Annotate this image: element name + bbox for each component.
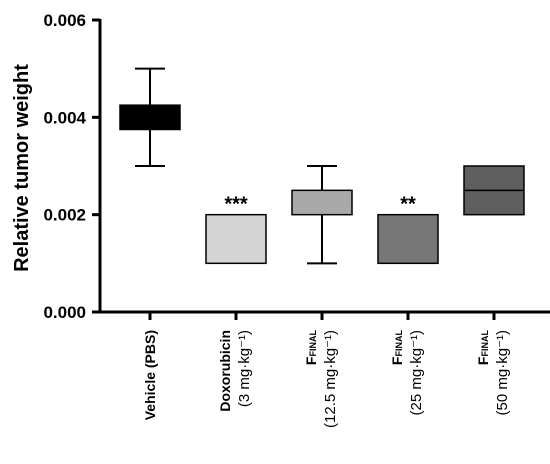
y-axis: 0.000 0.002 0.004 0.006 xyxy=(43,11,102,322)
y-tick-label: 0.004 xyxy=(43,108,86,127)
category-name: FFINAL xyxy=(475,330,491,366)
y-tick-label: 0.006 xyxy=(43,11,86,30)
box-plots: *** ** xyxy=(119,67,525,265)
box-plot xyxy=(291,165,353,265)
significance-marker: ** xyxy=(400,194,416,216)
iqr-box xyxy=(377,213,439,265)
iqr-box xyxy=(205,213,267,265)
category-name: Doxorubicin xyxy=(217,330,233,412)
category-dose: (3 mg·kg⁻¹) xyxy=(236,330,253,407)
category-name: FFINAL xyxy=(303,330,319,366)
category-subscript: FINAL xyxy=(308,330,318,357)
category-dose: (12.5 mg·kg⁻¹) xyxy=(322,330,339,428)
box-plot xyxy=(463,165,525,216)
iqr-box xyxy=(291,189,353,216)
y-tick-label: 0.002 xyxy=(43,206,86,225)
box-plot xyxy=(119,67,181,167)
significance-marker: *** xyxy=(224,194,248,216)
category-name: FFINAL xyxy=(389,330,405,366)
category-name: Vehicle (PBS) xyxy=(142,330,158,420)
x-category-label: FFINAL (50 mg·kg⁻¹) xyxy=(475,330,511,416)
y-tick-label: 0.000 xyxy=(43,303,86,322)
x-axis: Vehicle (PBS) Doxorubicin (3 mg·kg⁻¹) FFINA… xyxy=(100,310,550,428)
category-subscript: FINAL xyxy=(394,330,404,357)
box-plot: ** xyxy=(377,194,439,265)
box-plot: *** xyxy=(205,194,267,265)
category-dose: (25 mg·kg⁻¹) xyxy=(408,330,425,415)
x-category-label: FFINAL (12.5 mg·kg⁻¹) xyxy=(303,330,339,428)
x-category-label: FFINAL (25 mg·kg⁻¹) xyxy=(389,330,425,416)
y-axis-label: Relative tumor weight xyxy=(11,64,33,272)
category-subscript: FINAL xyxy=(480,330,490,357)
category-dose: (50 mg·kg⁻¹) xyxy=(494,330,511,415)
x-category-label: Doxorubicin (3 mg·kg⁻¹) xyxy=(217,330,253,412)
x-category-label: Vehicle (PBS) xyxy=(142,330,158,420)
